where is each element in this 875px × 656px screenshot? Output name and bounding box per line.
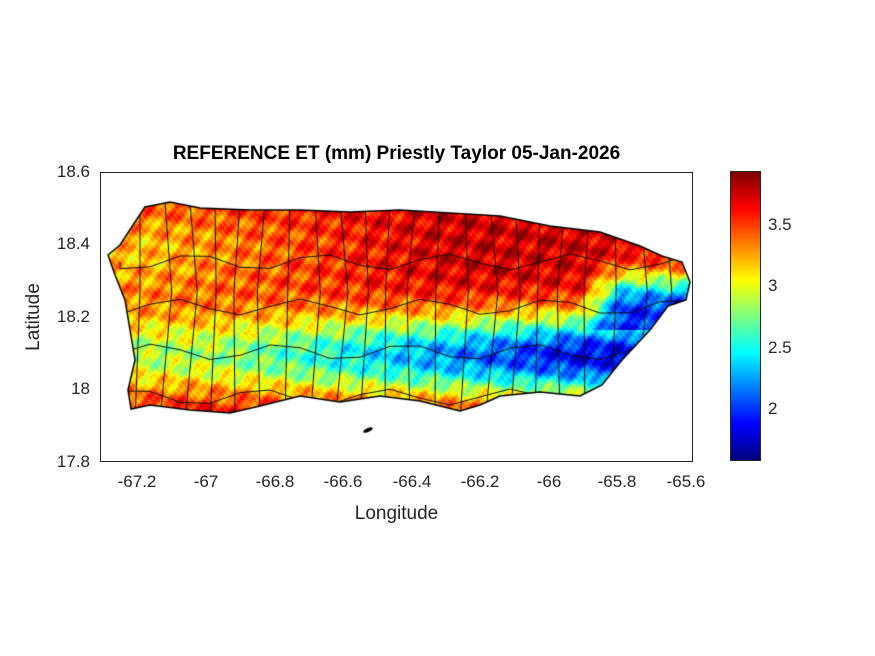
x-tick: -65.6 [666,472,706,491]
y-tick: 18 [71,379,90,398]
x-tick: -66.6 [323,472,363,491]
x-tick: -66 [536,472,562,491]
colorbar-tick: 2 [768,399,778,418]
x-tick: -66.8 [255,472,295,491]
x-axis-label: Longitude [354,503,439,524]
colorbar-tick: 2.5 [768,338,792,357]
et-heatmap [100,172,693,462]
x-tick: -66.2 [460,472,500,491]
x-tick: -67 [193,472,219,491]
colorbar-tick: 3.5 [768,215,792,234]
colorbar [730,171,761,461]
x-tick: -67.2 [117,472,157,491]
chart-title: REFERENCE ET (mm) Priestly Taylor 05-Jan… [172,143,621,164]
y-tick: 18.2 [56,307,90,326]
y-tick: 18.6 [56,162,90,181]
y-tick: 17.8 [56,452,90,471]
y-axis-label: Latitude [23,283,44,351]
plot-axes [100,172,693,462]
colorbar-tick: 3 [768,276,778,295]
x-tick: -66.4 [392,472,432,491]
x-tick: -65.8 [597,472,637,491]
y-tick: 18.4 [56,234,90,253]
